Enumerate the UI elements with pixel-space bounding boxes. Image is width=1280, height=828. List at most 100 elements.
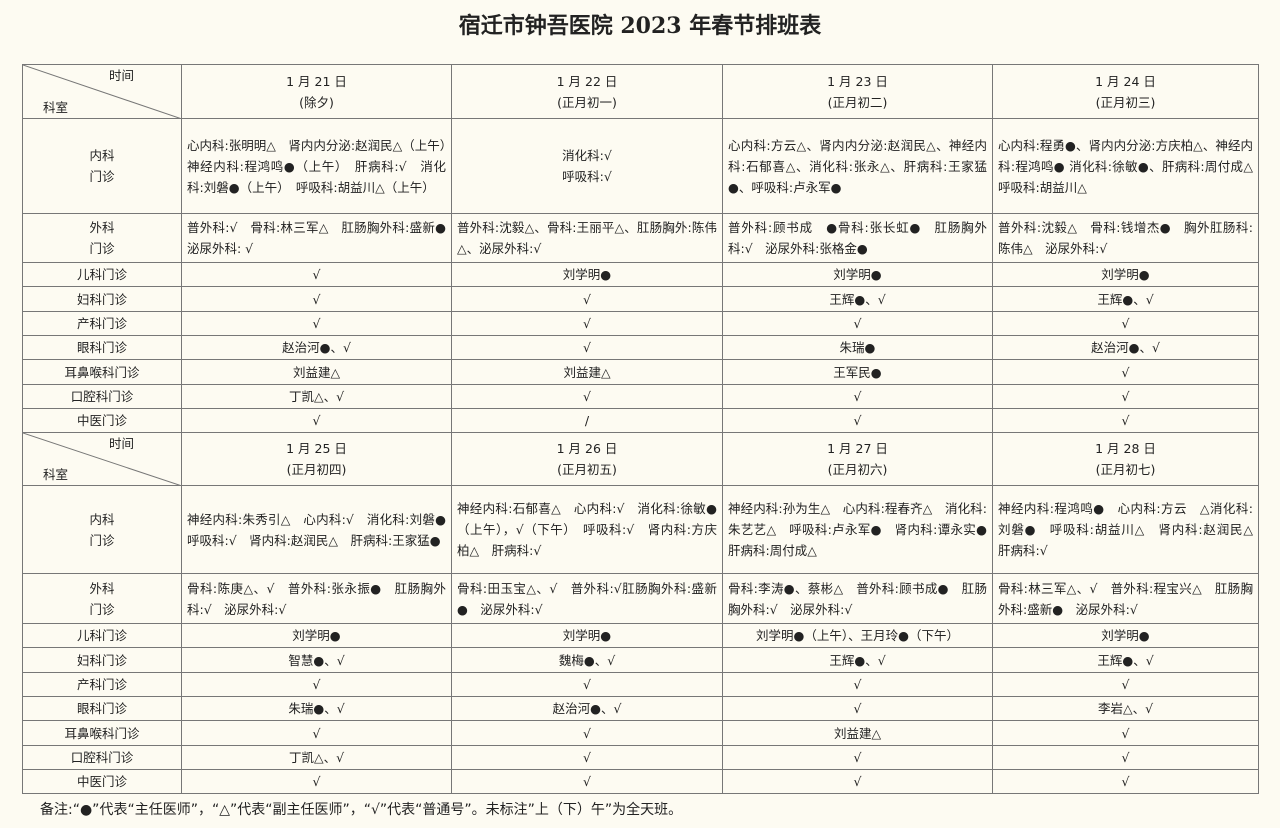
cell-text: 王辉●、√ (1097, 652, 1154, 668)
cell-text: 李岩△、√ (1097, 701, 1154, 716)
cell-text: √ (312, 677, 321, 692)
schedule-cell: √ (451, 335, 723, 360)
schedule-cell: √ (992, 672, 1259, 697)
day-header: 1 月 21 日 (除夕) (181, 64, 452, 119)
dept-name: 眼科门诊 (76, 340, 127, 355)
schedule-cell: √ (722, 672, 993, 697)
dept-label: 科室 (43, 100, 69, 115)
schedule-row: 儿科门诊 √ 刘学明● 刘学明● 刘学明● (22, 262, 1259, 287)
dept-cell: 中医门诊 (22, 769, 182, 794)
schedule-cell: √ (992, 359, 1259, 385)
schedule-cell: 刘益建△ (722, 720, 993, 746)
date: 1 月 28 日 (1095, 441, 1156, 456)
date: 1 月 21 日 (286, 73, 347, 89)
dept-name: 中医门诊 (76, 413, 127, 428)
schedule-cell: 骨科:陈庚△、√ 普外科:张永振● 肛肠胸外科:√ 泌尿外科:√ (181, 573, 452, 624)
dept-name: 内科 (89, 511, 115, 527)
cell-text: 神经内科:程鸿鸣● 心内科:方云 △消化科:刘磐● 呼吸科:胡益川△ 肾内科:赵… (998, 501, 1258, 558)
schedule-cell: 骨科:田玉宝△、√ 普外科:√肛肠胸外科:盛新● 泌尿外科:√ (451, 573, 723, 624)
cell-text: 智慧●、√ (288, 652, 345, 668)
dept-name: 门诊 (89, 169, 115, 184)
time-label: 时间 (109, 436, 135, 451)
schedule-cell: 智慧●、√ (181, 647, 452, 673)
schedule-cell: 王辉●、√ (722, 286, 993, 312)
cell-text: √ (583, 389, 591, 404)
cell-text: 赵治河●、√ (552, 701, 622, 716)
dept-cell: 外科 门诊 (22, 213, 182, 263)
schedule-cell: √ (181, 262, 452, 287)
date: 1 月 23 日 (827, 73, 888, 89)
schedule-cell: 王辉●、√ (992, 647, 1259, 673)
cell-text: 心内科:方云△、肾内内分泌:赵润民△、神经内科:石郁喜△、消化科:张永△、肝病科… (728, 137, 987, 195)
schedule-cell: 刘学明● (992, 623, 1259, 648)
dept-cell: 内科 门诊 (22, 118, 182, 214)
dept-cell: 口腔科门诊 (22, 745, 182, 770)
cell-text: 刘学明● (833, 267, 882, 282)
schedule-cell: √ (451, 672, 723, 697)
schedule-cell: 朱瑞●、√ (181, 696, 452, 721)
cell-text: √ (583, 774, 591, 789)
schedule-cell: √ (722, 696, 993, 721)
day-header: 1 月 25 日 (正月初四) (181, 432, 452, 486)
lunar-date: (正月初四) (286, 462, 347, 477)
lunar-date: (正月初五) (557, 462, 617, 477)
cell-text: 王辉●、√ (829, 652, 886, 668)
lunar-date: (正月初二) (827, 94, 888, 110)
schedule-cell: √ (722, 384, 993, 409)
schedule-cell: √ (992, 769, 1259, 794)
schedule-row: 内科 门诊 心内科:张明明△ 肾内内分泌:赵润民△（上午） 神经内科:程鸿鸣●（上午… (22, 118, 1259, 214)
schedule-cell: √ (451, 720, 723, 746)
cell-text: √ (312, 267, 321, 282)
cell-text: 朱瑞● (839, 340, 876, 355)
schedule-cell: 刘益建△ (181, 359, 452, 385)
schedule-row: 内科 门诊 神经内科:朱秀引△ 心内科:√ 消化科:刘磐● 呼吸科:√ 肾内科:赵润… (22, 485, 1259, 574)
schedule-cell: √ (181, 720, 452, 746)
cell-text: 刘学明●（上午）、王月玲●（下午） (755, 628, 960, 643)
cell-text: 刘学明● (562, 628, 612, 643)
schedule-cell: √ (992, 311, 1259, 336)
dept-cell: 妇科门诊 (22, 286, 182, 312)
corner-cell: 时间 科室 (22, 432, 182, 486)
dept-name: 门诊 (89, 241, 115, 256)
schedule-cell: 神经内科:石郁喜△ 心内科:√ 消化科:徐敏●（上午），√（下午） 呼吸科:√ … (451, 485, 723, 574)
schedule-cell: √ (722, 769, 993, 794)
dept-cell: 眼科门诊 (22, 335, 182, 360)
schedule-cell: 神经内科:程鸿鸣● 心内科:方云 △消化科:刘磐● 呼吸科:胡益川△ 肾内科:赵… (992, 485, 1259, 574)
cell-text: 王辉●、√ (829, 291, 886, 307)
schedule-cell: 刘益建△ (451, 359, 723, 385)
cell-text: √ (312, 316, 321, 331)
dept-name: 妇科门诊 (76, 652, 127, 668)
dept-name: 儿科门诊 (76, 267, 127, 282)
cell-text: 神经内科:朱秀引△ 心内科:√ 消化科:刘磐● 呼吸科:√ 肾内科:赵润民△ 肝… (187, 511, 451, 548)
dept-cell: 儿科门诊 (22, 262, 182, 287)
schedule-cell: 心内科:张明明△ 肾内内分泌:赵润民△（上午） 神经内科:程鸿鸣●（上午） 肝病… (181, 118, 452, 214)
schedule-cell: 赵治河●、√ (451, 696, 723, 721)
cell-text: √ (853, 701, 862, 716)
cell-text: √ (853, 316, 862, 331)
cell-text: 刘学明● (292, 628, 341, 643)
corner-cell: 时间 科室 (22, 64, 182, 119)
dept-name: 内科 (89, 148, 115, 163)
schedule-row: 妇科门诊 √ √ 王辉●、√ 王辉●、√ (22, 286, 1259, 312)
dept-cell: 外科 门诊 (22, 573, 182, 624)
cell-text: 王辉●、√ (1097, 291, 1154, 307)
cell-text: √ (312, 413, 321, 428)
header-row: 时间 科室 1 月 21 日 (除夕) 1 月 22 日 (正月初一) 1 月 23 日 (正… (22, 64, 1259, 119)
schedule-cell: √ (181, 769, 452, 794)
cell-text: √ (583, 316, 591, 331)
dept-name: 耳鼻喉科门诊 (64, 725, 140, 741)
cell-text: 普外科:沈毅△ 骨科:钱增杰● 胸外肛肠科:陈伟△ 泌尿外科:√ (998, 220, 1253, 256)
schedule-cell: 丁凯△、√ (181, 384, 452, 409)
cell-text: √ (853, 389, 862, 404)
cell-text: 呼吸科:√ (562, 169, 612, 184)
date: 1 月 22 日 (556, 73, 618, 89)
schedule-cell: 王辉●、√ (722, 647, 993, 673)
schedule-cell: √ (992, 720, 1259, 746)
schedule-cell: 骨科:林三军△、√ 普外科:程宝兴△ 肛肠胸外科:盛新● 泌尿外科:√ (992, 573, 1259, 624)
schedule-cell: √ (181, 311, 452, 336)
schedule-cell: √ (451, 311, 723, 336)
dept-name: 眼科门诊 (76, 701, 127, 716)
schedule-cell: 心内科:程勇●、肾内内分泌:方庆柏△、神经内科:程鸿鸣● 消化科:徐敏●、肝病科… (992, 118, 1259, 214)
cell-text: 消化科:√ (562, 148, 612, 163)
schedule-cell: 李岩△、√ (992, 696, 1259, 721)
